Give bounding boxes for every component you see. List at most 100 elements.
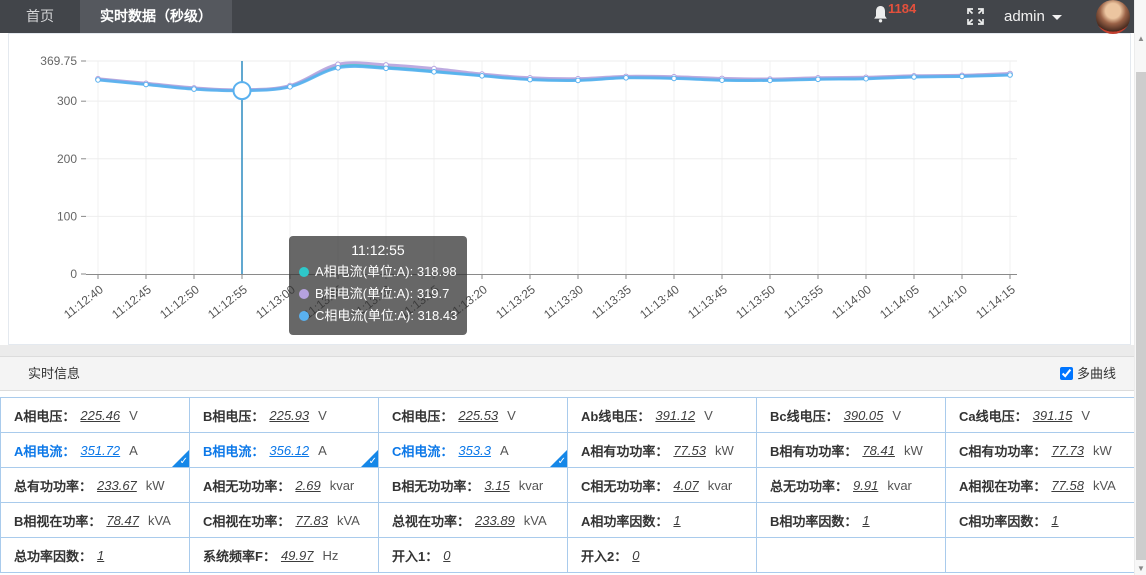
table-cell[interactable]: A相功率因数： 1 [568, 503, 757, 538]
table-cell[interactable]: B相有功功率： 78.41 kW [757, 433, 946, 468]
table-cell[interactable]: 总功率因数： 1 [1, 538, 190, 573]
emphasis-point[interactable] [232, 81, 252, 101]
table-cell[interactable]: A相电压： 225.46 V [1, 398, 190, 433]
data-point[interactable] [143, 81, 149, 88]
cell-value[interactable]: 1 [1051, 512, 1059, 528]
cell-value[interactable]: 1 [97, 547, 105, 563]
cell-value[interactable]: 4.07 [673, 477, 699, 493]
cell-value[interactable]: 9.91 [853, 477, 879, 493]
cell-value[interactable]: 225.53 [458, 407, 499, 423]
data-point[interactable] [719, 77, 725, 84]
table-cell[interactable]: A相视在功率： 77.58 kVA [946, 468, 1135, 503]
data-point[interactable] [1007, 72, 1013, 78]
cell-value[interactable]: 233.89 [475, 512, 515, 528]
data-point[interactable] [767, 77, 773, 84]
x-tick-label: 11:12:55 [205, 282, 250, 321]
x-tick-label: 11:13:50 [733, 282, 778, 321]
table-cell[interactable]: Ab线电压： 391.12 V [568, 398, 757, 433]
table-cell[interactable]: C相有功功率： 77.73 kW [946, 433, 1135, 468]
cell-value[interactable]: 77.83 [295, 512, 328, 528]
cell-value[interactable]: 1 [862, 512, 870, 528]
notification-button[interactable]: 1184 [872, 1, 916, 31]
table-cell[interactable]: C相电压： 225.53 V [379, 398, 568, 433]
cell-unit: kvar [887, 477, 912, 493]
cell-value[interactable]: 3.15 [484, 477, 510, 493]
cell-value[interactable]: 390.05 [843, 407, 884, 423]
table-cell[interactable]: B相视在功率： 78.47 kVA [1, 503, 190, 538]
cell-value[interactable]: 77.53 [673, 442, 706, 458]
data-point[interactable] [671, 75, 677, 82]
data-point[interactable] [431, 69, 437, 75]
table-cell[interactable]: A相有功功率： 77.53 kW [568, 433, 757, 468]
scroll-down-icon[interactable]: ▼ [1137, 564, 1145, 573]
cell-value[interactable]: 2.69 [295, 477, 321, 493]
cell-value[interactable]: 78.41 [862, 442, 895, 458]
cell-value[interactable]: 0 [632, 547, 640, 563]
table-cell[interactable]: C相视在功率： 77.83 kVA [190, 503, 379, 538]
cell-label: B相无功功率： [392, 478, 480, 494]
cell-value[interactable]: 77.58 [1051, 477, 1084, 493]
table-cell[interactable]: Ca线电压： 391.15 V [946, 398, 1135, 433]
data-point[interactable] [623, 75, 629, 81]
cell-value[interactable]: 78.47 [106, 512, 139, 528]
data-point[interactable] [815, 76, 821, 83]
cell-value[interactable]: 49.97 [280, 547, 314, 563]
table-cell[interactable]: C相功率因数： 1 [946, 503, 1135, 538]
cell-value[interactable]: 1 [673, 512, 681, 528]
cell-value[interactable]: 77.73 [1051, 442, 1084, 458]
table-cell[interactable]: B相电压： 225.93 V [190, 398, 379, 433]
table-cell[interactable]: A相无功功率： 2.69 kvar [190, 468, 379, 503]
table-cell[interactable]: A相电流： 351.72 A ✓ [1, 433, 190, 468]
data-point[interactable] [383, 65, 389, 72]
cell-value[interactable]: 351.72 [80, 442, 121, 458]
cell-value[interactable]: 225.46 [80, 407, 121, 423]
data-point[interactable] [575, 77, 581, 84]
fullscreen-icon[interactable] [966, 7, 985, 26]
tab-realtime-data[interactable]: 实时数据（秒级） [80, 0, 232, 33]
data-point[interactable] [191, 86, 197, 92]
table-cell[interactable]: B相功率因数： 1 [757, 503, 946, 538]
multi-curve-checkbox[interactable] [1059, 367, 1073, 380]
cell-value[interactable]: 0 [443, 547, 451, 563]
scroll-up-icon[interactable]: ▲ [1137, 34, 1145, 43]
cell-value[interactable]: 391.15 [1032, 407, 1073, 423]
data-point[interactable] [911, 74, 917, 80]
table-cell[interactable]: 总有功功率： 233.67 kW [1, 468, 190, 503]
table-cell[interactable]: B相无功功率： 3.15 kvar [379, 468, 568, 503]
data-point[interactable] [527, 76, 533, 83]
cell-unit: kvar [518, 477, 544, 493]
data-point[interactable] [479, 73, 485, 79]
tab-home[interactable]: 首页 [26, 8, 54, 24]
cell-label: C相电压： [392, 408, 454, 424]
cell-value[interactable]: 233.67 [97, 477, 137, 493]
table-cell[interactable]: C相无功功率： 4.07 kvar [568, 468, 757, 503]
table-cell[interactable]: Bc线电压： 390.05 V [757, 398, 946, 433]
data-point[interactable] [95, 77, 101, 83]
scrollbar[interactable]: ▲ ▼ [1134, 0, 1146, 575]
cell-value[interactable]: 356.12 [269, 442, 310, 458]
table-cell[interactable]: B相电流： 356.12 A ✓ [190, 433, 379, 468]
data-point[interactable] [287, 84, 293, 90]
check-icon: ✓ [557, 456, 566, 467]
data-point[interactable] [863, 75, 869, 82]
table-cell[interactable]: 总视在功率： 233.89 kVA [379, 503, 568, 538]
cell-label: C相无功功率： [581, 478, 669, 494]
user-menu[interactable]: admin [1004, 0, 1062, 33]
scrollbar-thumb[interactable] [1136, 72, 1146, 560]
data-point[interactable] [959, 73, 965, 80]
avatar[interactable] [1096, 0, 1130, 34]
cell-unit: V [704, 407, 713, 423]
cell-value[interactable]: 353.3 [458, 442, 491, 458]
table-cell[interactable]: C相电流： 353.3 A ✓ [379, 433, 568, 468]
table-cell[interactable]: 开入1： 0 [379, 538, 568, 573]
cell-value[interactable]: 225.93 [269, 407, 310, 423]
data-point[interactable] [335, 65, 341, 71]
x-tick-label: 11:13:55 [781, 282, 826, 321]
realtime-info-header: 实时信息 多曲线 [0, 356, 1134, 391]
table-cell[interactable]: 开入2： 0 [568, 538, 757, 573]
table-cell[interactable]: 总无功功率： 9.91 kvar [757, 468, 946, 503]
cell-value[interactable]: 391.12 [655, 407, 696, 423]
multi-curve-toggle[interactable]: 多曲线 [1059, 357, 1116, 391]
table-cell[interactable]: 系统频率F： 49.97 Hz [190, 538, 379, 573]
line-chart[interactable]: 11:12:40 11:12:45 11:12:50 11:12:55 11:13:00… [9, 34, 1130, 344]
